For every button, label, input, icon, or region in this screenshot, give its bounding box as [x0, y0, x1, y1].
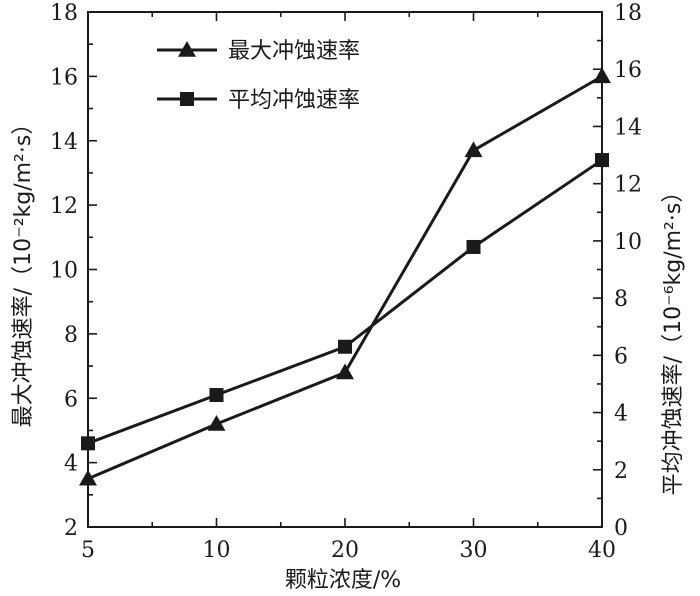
legend-label: 平均冲蚀速率: [228, 88, 360, 113]
data-point-square: [338, 339, 352, 354]
left-y-tick-label: 6: [64, 387, 78, 412]
x-tick-label: 5: [81, 538, 95, 563]
data-point-triangle: [79, 469, 97, 486]
right-y-tick-label: 0: [614, 516, 628, 541]
left-y-tick-label: 10: [50, 259, 78, 284]
right-y-tick-label: 10: [614, 230, 642, 255]
legend-label: 最大冲蚀速率: [228, 39, 360, 64]
left-y-tick-label: 8: [64, 323, 78, 348]
left-y-tick-label: 18: [50, 1, 78, 26]
right-y-axis: 0 2 4 6 8 10 12 14 16 18: [593, 1, 642, 541]
x-axis-title: 颗粒浓度/%: [285, 568, 401, 593]
data-point-triangle: [464, 141, 483, 158]
series-layer: [79, 67, 611, 486]
data-point-triangle: [336, 363, 354, 380]
data-point-square: [81, 436, 95, 451]
right-y-tick-label: 8: [614, 287, 628, 312]
legend-marker-square: [180, 92, 194, 106]
data-point-square: [466, 239, 481, 254]
series-line-triangle: [87, 75, 603, 481]
x-tick-label: 10: [203, 538, 231, 563]
left-y-tick-label: 4: [64, 452, 78, 477]
right-y-tick-label: 4: [614, 402, 628, 427]
right-y-axis-title: 平均冲蚀速率/（10⁻⁶kg/m²·s）: [661, 181, 686, 496]
left-y-axis: 2 4 6 8 10 12 14 16 18: [50, 1, 97, 541]
data-point-square: [209, 388, 224, 403]
right-y-tick-label: 2: [614, 459, 628, 484]
x-axis: 5 10 20 30 40: [81, 12, 616, 563]
left-y-tick-label: 14: [50, 130, 78, 155]
left-y-tick-label: 12: [50, 194, 78, 219]
right-y-tick-label: 14: [614, 115, 642, 140]
right-y-tick-label: 16: [614, 58, 642, 83]
right-y-tick-label: 12: [614, 173, 642, 198]
x-tick-label: 30: [460, 538, 488, 563]
data-point-triangle: [593, 67, 611, 84]
data-point-square: [595, 153, 609, 168]
data-point-triangle: [207, 415, 226, 431]
right-y-tick-label: 6: [614, 344, 628, 369]
right-y-tick-label: 18: [614, 1, 642, 26]
left-y-tick-label: 16: [50, 65, 78, 90]
x-tick-label: 40: [588, 538, 616, 563]
left-y-tick-label: 2: [64, 516, 78, 541]
left-y-axis-title: 最大冲蚀速率/（10⁻²kg/m²·s）: [11, 113, 36, 428]
legend-marker-triangle: [178, 41, 196, 57]
x-tick-label: 20: [331, 538, 359, 563]
series-line-square: [87, 158, 603, 445]
